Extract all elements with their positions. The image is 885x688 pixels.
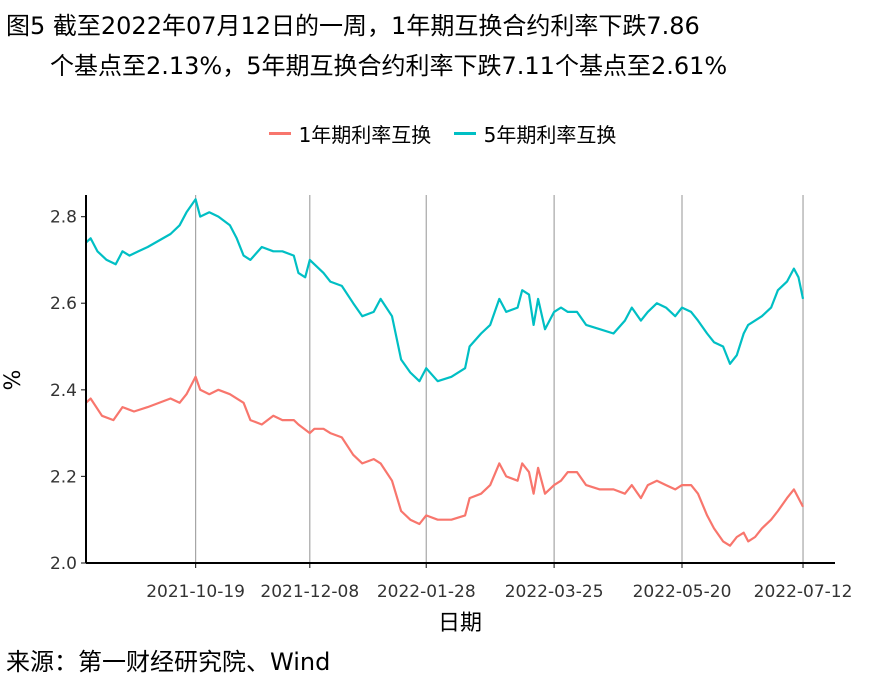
- y-axis-title: %: [1, 370, 26, 391]
- x-tick-label: 2022-03-25: [505, 582, 604, 602]
- legend-label-5y: 5年期利率互换: [483, 123, 617, 147]
- x-tick-label: 2022-07-12: [754, 582, 853, 602]
- x-tick-label: 2021-10-19: [146, 582, 245, 602]
- legend-swatch-5y: [453, 132, 476, 135]
- y-tick-label: 2.4: [50, 381, 77, 401]
- chart-title-line-1: 图5 截至2022年07月12日的一周，1年期互换合约利率下跌7.86: [6, 12, 700, 40]
- y-tick-label: 2.0: [50, 554, 77, 574]
- y-tick-label: 2.8: [50, 208, 77, 228]
- series-layer: [85, 198, 805, 547]
- legend-label-1y: 1年期利率互换: [298, 123, 432, 147]
- y-tick-label: 2.2: [50, 467, 77, 487]
- legend-item-5y: 5年期利率互换: [453, 119, 617, 148]
- series-line-5y: [85, 198, 805, 383]
- chart-legend: 1年期利率互换 5年期利率互换: [0, 116, 885, 148]
- x-tick-label: 2022-01-28: [377, 582, 476, 602]
- x-tick-labels: 2021-10-19 2021-12-08 2022-01-28 2022-03-25…: [146, 582, 852, 602]
- axes: [81, 195, 835, 568]
- x-tick-label: 2021-12-08: [260, 582, 359, 602]
- chart-title-line-2: 个基点至2.13%，5年期互换合约利率下跌7.11个基点至2.61%: [50, 52, 728, 80]
- legend-item-1y: 1年期利率互换: [268, 119, 432, 148]
- y-tick-label: 2.6: [50, 294, 77, 314]
- y-tick-labels: 2.0 2.2 2.4 2.6 2.8: [50, 208, 77, 574]
- x-axis-title: 日期: [438, 611, 482, 636]
- source-note: 来源：第一财经研究院、Wind: [6, 648, 331, 676]
- x-tick-label: 2022-05-20: [633, 582, 732, 602]
- legend-swatch-1y: [268, 132, 291, 135]
- grid-lines: [195, 195, 804, 563]
- series-line-1y: [85, 375, 804, 547]
